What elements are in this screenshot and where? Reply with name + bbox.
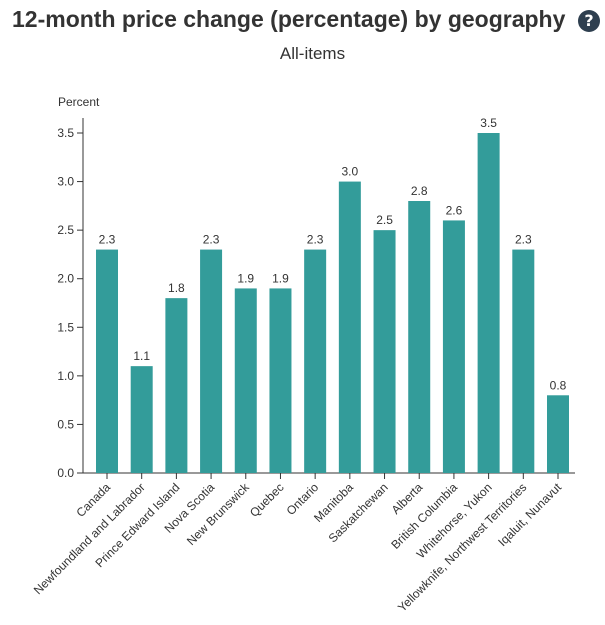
bar-british-columbia[interactable]: [442, 220, 465, 473]
data-label-iqaluit-nunavut: 0.8: [550, 378, 567, 392]
x-tick-label-new-brunswick: New Brunswick: [184, 480, 253, 549]
data-label-new-brunswick: 1.9: [237, 271, 254, 285]
data-label-canada: 2.3: [99, 233, 116, 247]
data-label-prince-edward-island: 1.8: [168, 281, 185, 295]
data-label-whitehorse-yukon: 3.5: [480, 116, 497, 130]
data-label-nova-scotia: 2.3: [203, 233, 220, 247]
y-tick-label: 0.0: [57, 466, 74, 480]
y-axis-ticks: 0.0 0.5 1.0 1.5 2.0 2.5 3.0 3.5: [57, 126, 83, 480]
data-label-newfoundland-and-labrador: 1.1: [133, 349, 150, 363]
bar-new-brunswick[interactable]: [234, 288, 257, 473]
data-labels-group: 2.3 1.1 1.8 2.3 1.9 1.9 2.3 3.0 2.5 2.8 2.6 3.5 2.3 0…: [99, 116, 567, 392]
bar-alberta[interactable]: [408, 201, 431, 473]
bar-iqaluit-nunavut[interactable]: [547, 395, 569, 473]
bars-group: [96, 133, 569, 474]
y-axis-title: Percent: [58, 95, 100, 109]
y-tick-label: 3.0: [57, 175, 74, 189]
bar-whitehorse-yukon[interactable]: [477, 133, 500, 473]
help-icon[interactable]: ?: [578, 10, 600, 32]
bar-quebec[interactable]: [269, 288, 292, 473]
data-label-ontario: 2.3: [307, 233, 324, 247]
y-tick-label: 2.5: [57, 223, 74, 237]
y-tick-label: 2.0: [57, 272, 74, 286]
bar-prince-edward-island[interactable]: [165, 298, 188, 473]
bar-ontario[interactable]: [304, 249, 327, 473]
data-label-manitoba: 3.0: [342, 165, 359, 179]
chart-title: 12-month price change (percentage) by ge…: [12, 6, 566, 32]
y-tick-label: 1.0: [57, 369, 74, 383]
y-tick-label: 0.5: [57, 417, 74, 431]
chart-header: 12-month price change (percentage) by ge…: [0, 2, 605, 42]
y-tick-label: 3.5: [57, 126, 74, 140]
bar-manitoba[interactable]: [338, 181, 361, 474]
bar-saskatchewan[interactable]: [373, 230, 396, 473]
data-label-british-columbia: 2.6: [446, 203, 463, 217]
data-label-saskatchewan: 2.5: [376, 213, 393, 227]
bar-canada[interactable]: [96, 249, 118, 473]
data-label-alberta: 2.8: [411, 184, 428, 198]
y-tick-label: 1.5: [57, 320, 74, 334]
x-tick-label-iqaluit-nunavut: Iqaluit, Nunavut: [495, 480, 564, 549]
bar-newfoundland-and-labrador[interactable]: [130, 366, 153, 473]
data-label-quebec: 1.9: [272, 271, 289, 285]
bar-yellowknife-northwest-territories[interactable]: [512, 249, 535, 473]
chart-subtitle: All-items: [279, 44, 346, 63]
x-tick-label-quebec: Quebec: [247, 480, 287, 520]
x-tick-label-yellowknife-northwest-territories: Yellowknife, Northwest Territories: [395, 480, 529, 614]
data-label-yellowknife-northwest-territories: 2.3: [515, 233, 532, 247]
bar-nova-scotia[interactable]: [200, 249, 223, 473]
